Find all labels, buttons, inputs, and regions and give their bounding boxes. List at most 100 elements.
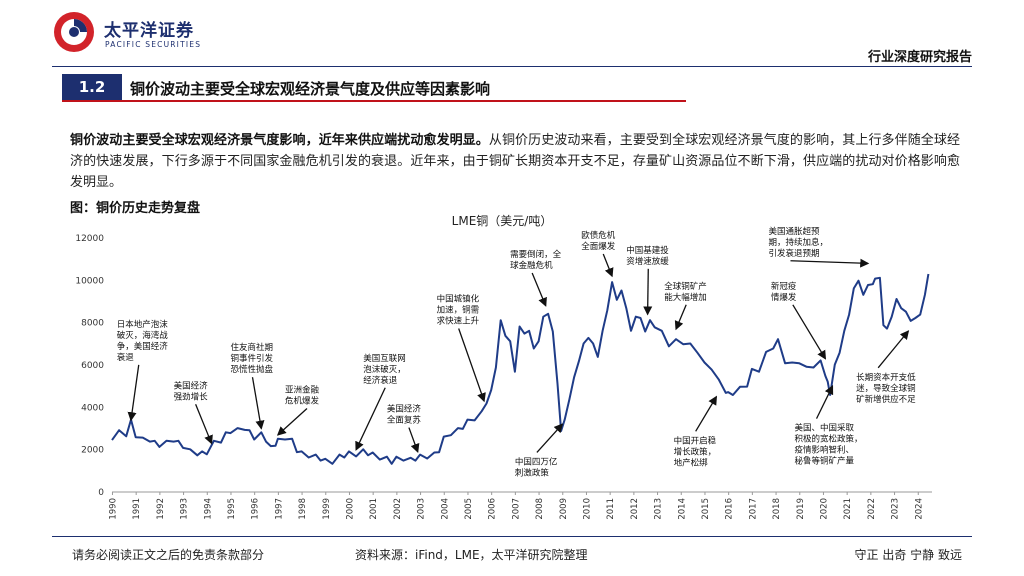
chart-annotation: 引发衰退预期	[768, 248, 819, 259]
chart-annotation: 美国互联网	[363, 353, 406, 364]
x-tick-label: 1995	[227, 498, 237, 520]
section-underline	[62, 100, 686, 102]
x-tick-label: 2020	[819, 498, 829, 520]
logo-chinese-name: 太平洋证券	[104, 21, 194, 41]
chart-annotation: 情爆发	[771, 292, 797, 303]
x-tick-label: 2000	[345, 498, 355, 520]
footer-motto: 守正 出奇 宁静 致远	[854, 548, 962, 562]
chart-annotation: 美国经济	[174, 380, 209, 391]
x-tick-label: 2004	[440, 498, 450, 520]
x-tick-label: 1999	[322, 498, 332, 520]
section-title: 铜价波动主要受全球宏观经济景气度及供应等因素影响	[130, 80, 491, 98]
section-number: 1.2	[62, 74, 122, 100]
x-tick-label: 1998	[298, 498, 308, 520]
chart-annotation: 全球铜矿产	[664, 281, 707, 292]
section-heading: 1.2 铜价波动主要受全球宏观经济景气度及供应等因素影响	[52, 74, 686, 102]
body-lead-sentence: 铜价波动主要受全球宏观经济景气度影响，近年来供应端扰动愈发明显。	[70, 133, 489, 148]
chart-annotation: 积极的宽松政策，	[795, 434, 863, 445]
x-tick-label: 2021	[843, 498, 853, 520]
annotation-arrow	[815, 384, 834, 419]
annotation-arrow	[792, 304, 827, 360]
chart-annotation: 增长政策，	[674, 446, 717, 457]
chart-annotation: 恐慌性抛盘	[230, 364, 273, 375]
report-type-label: 行业深度研究报告	[867, 50, 972, 65]
pacific-securities-logo-icon	[54, 12, 94, 52]
chart-annotation: 地产松绑	[674, 457, 709, 468]
footer-source: 资料来源：iFind，LME，太平洋研究院整理	[355, 548, 588, 562]
x-tick-label: 2001	[369, 498, 379, 520]
y-tick-label: 12000	[75, 234, 104, 244]
y-tick-label: 8000	[81, 319, 104, 329]
chart-annotation: 强劲增长	[174, 391, 209, 402]
chart-annotation: 期，持续加息，	[768, 237, 828, 248]
annotation-arrow	[790, 258, 870, 268]
x-tick-label: 1994	[203, 498, 213, 520]
chart-annotation: 全面爆发	[581, 241, 616, 252]
x-tick-label: 2011	[606, 498, 616, 520]
x-tick-label: 2023	[891, 498, 901, 520]
annotation-arrow	[408, 427, 420, 454]
x-tick-label: 2018	[772, 498, 782, 520]
chart-annotation: 中国基建投	[626, 245, 669, 256]
logo-english-name: PACIFIC SECURITIES	[105, 40, 202, 49]
x-tick-label: 2010	[582, 498, 592, 520]
chart-annotation: 迷，导致全球铜	[856, 383, 916, 394]
chart-annotation: 破灭，海湾战	[117, 330, 169, 341]
chart-annotation: 危机爆发	[285, 396, 320, 407]
chart-annotation: 新冠疫	[771, 281, 797, 292]
chart-annotation: 美国通胀超预	[768, 226, 820, 237]
y-tick-label: 10000	[75, 276, 104, 286]
chart-title: LME铜（美元/吨）	[452, 213, 553, 228]
annotation-arrow	[458, 328, 486, 403]
chart-annotation: 中国城镇化	[437, 294, 480, 305]
x-tick-label: 1996	[251, 498, 261, 520]
x-tick-label: 1992	[156, 498, 166, 520]
chart-annotation: 中国开启稳	[674, 435, 717, 446]
header-divider	[52, 66, 972, 67]
y-tick-label: 6000	[81, 361, 104, 371]
chart-annotation: 秘鲁等铜矿产量	[795, 456, 855, 467]
annotation-arrow	[531, 272, 547, 307]
chart-annotation: 矿新增供应不足	[856, 394, 916, 405]
annotation-arrow	[536, 423, 564, 453]
x-tick-label: 2024	[914, 498, 924, 520]
annotation-arrow	[355, 387, 386, 451]
footer-disclaimer: 请务必阅读正文之后的免责条款部分	[72, 548, 265, 562]
chart-annotation: 亚洲金融	[285, 385, 320, 396]
x-tick-label: 2019	[796, 498, 806, 520]
annotation-arrow	[877, 330, 910, 369]
x-tick-label: 2009	[559, 498, 569, 520]
annotation-arrow	[127, 364, 140, 422]
chart-annotation: 加速，铜需	[437, 305, 480, 316]
company-logo: 太平洋证券 PACIFIC SECURITIES	[52, 10, 242, 52]
annotation-arrow	[643, 268, 653, 316]
x-tick-label: 2016	[725, 498, 735, 520]
x-tick-label: 2006	[488, 498, 498, 520]
x-tick-label: 2012	[630, 498, 640, 520]
chart-annotation: 全面复苏	[387, 415, 422, 426]
y-tick-label: 0	[98, 488, 104, 498]
annotation-arrow	[695, 395, 718, 432]
chart-annotation: 球金融危机	[510, 260, 553, 271]
x-tick-label: 2014	[677, 498, 687, 520]
copper-price-line	[111, 273, 930, 465]
chart-annotation: 经济衰退	[363, 375, 398, 386]
y-tick-label: 4000	[81, 403, 104, 413]
chart-annotation: 中国四万亿	[515, 456, 558, 467]
y-tick-label: 2000	[81, 446, 104, 456]
annotation-arrow	[251, 377, 265, 430]
x-tick-label: 1991	[132, 498, 142, 520]
annotation-arrow	[602, 253, 614, 278]
chart-annotation: 需要倒闭，全	[510, 249, 562, 260]
chart-annotation: 欧债危机	[581, 230, 616, 241]
x-tick-label: 2003	[417, 498, 427, 520]
chart-annotation: 疫情影响智利、	[795, 445, 855, 456]
x-tick-label: 1997	[274, 498, 284, 520]
chart-annotation: 衰退	[117, 352, 135, 363]
x-tick-label: 2007	[511, 498, 521, 520]
copper-price-chart: LME铜（美元/吨） 0 2000 4000 6000 8000 10000 12000 199…	[70, 208, 960, 530]
body-text: 从铜价历史波动来看，主要受到全球宏观经济景气度的影响，其上行多伴随全球经济的快速…	[70, 133, 960, 190]
x-tick-label: 2008	[535, 498, 545, 520]
figure-caption: 图：铜价历史走势复盘	[70, 201, 201, 216]
x-tick-label: 2015	[701, 498, 711, 520]
